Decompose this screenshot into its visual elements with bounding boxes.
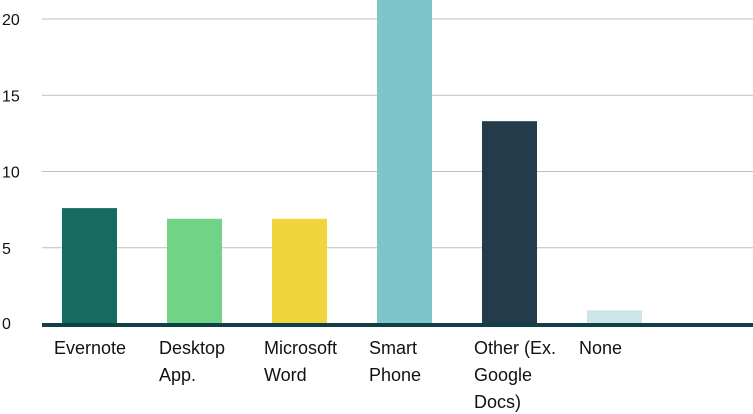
x-category-label-line: Evernote (54, 338, 126, 358)
bar (377, 0, 432, 324)
x-category-label-line: Desktop (159, 338, 225, 358)
x-category-label-line: App. (159, 365, 196, 385)
x-category-label-line: Other (Ex. (474, 338, 556, 358)
y-tick-label: 10 (2, 165, 20, 182)
x-category-label-line: Google (474, 365, 532, 385)
x-category-label: Microsoft Word (264, 338, 337, 385)
y-tick-label: 20 (2, 12, 20, 29)
x-axis-category-labels: Evernote Desktop App. Microsoft Word Smart Pho… (54, 338, 622, 412)
y-axis-tick-labels: 0 5 10 15 20 (2, 12, 20, 333)
bar (482, 121, 537, 324)
x-category-label-line: Smart (369, 338, 417, 358)
x-category-label: Smart Phone (369, 338, 421, 385)
x-category-label: Desktop App. (159, 338, 225, 385)
x-category-label-line: Docs) (474, 392, 521, 412)
x-category-label: Evernote (54, 338, 126, 358)
x-category-label-line: Microsoft (264, 338, 337, 358)
bar (62, 208, 117, 324)
bar (167, 218, 222, 324)
x-category-label-line: Phone (369, 365, 421, 385)
y-tick-label: 5 (2, 241, 11, 258)
x-category-label: Other (Ex. Google Docs) (474, 338, 556, 412)
y-tick-label: 15 (2, 88, 20, 105)
x-category-label-line: Word (264, 365, 307, 385)
bar (587, 310, 642, 324)
x-category-label-line: None (579, 338, 622, 358)
y-tick-label: 0 (2, 316, 11, 333)
bars (62, 0, 642, 324)
bar (272, 218, 327, 324)
x-category-label: None (579, 338, 622, 358)
